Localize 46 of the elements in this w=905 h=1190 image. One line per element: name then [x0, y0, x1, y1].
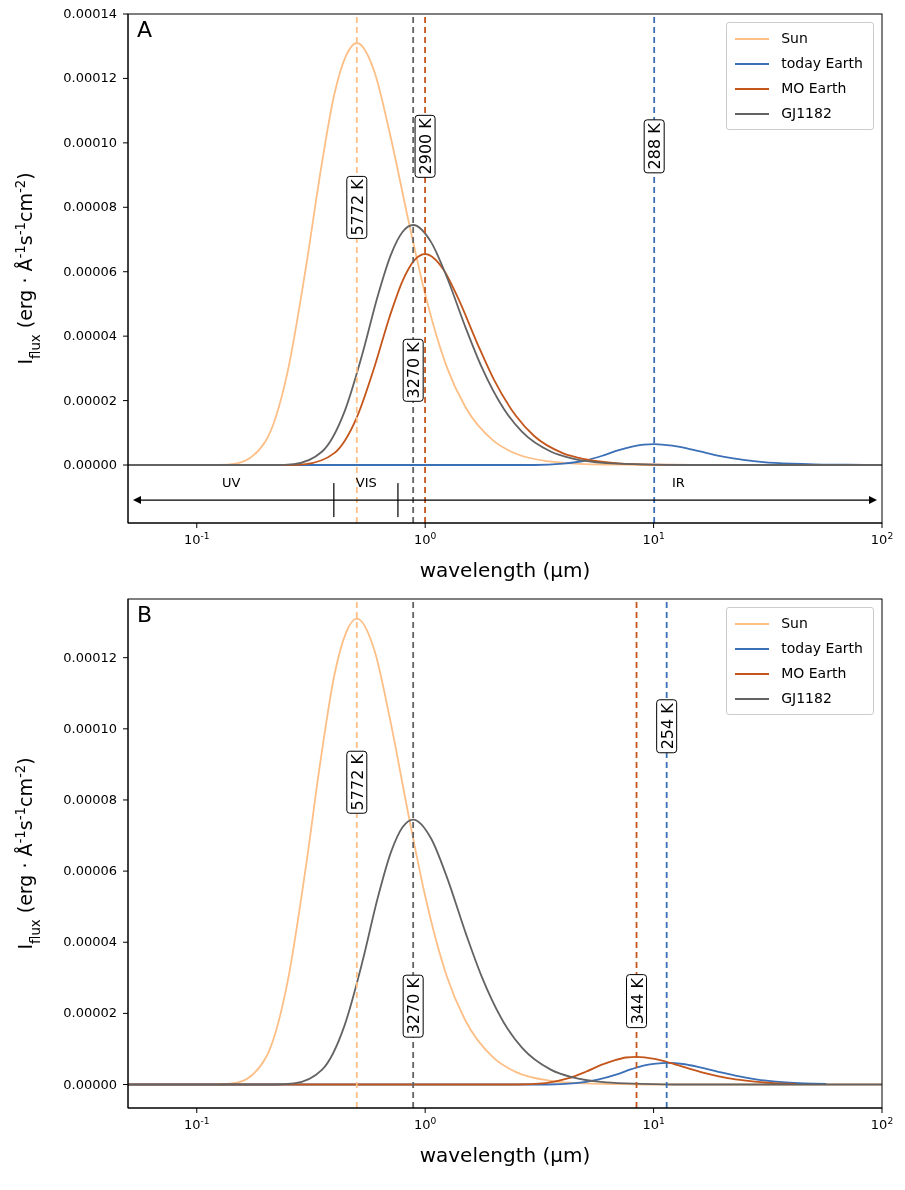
y-tick-label: 0.00014	[63, 6, 117, 21]
y-tick-label: 0.00004	[63, 934, 117, 950]
legend-label: MO Earth	[781, 664, 847, 683]
x-tick-label: 10$^{-1}$	[183, 531, 210, 547]
y-tick-label: 0.00006	[63, 863, 117, 879]
x-axis-title: wavelength (μm)	[419, 1143, 591, 1167]
x-tick-label: 10$^{2}$	[870, 1116, 894, 1132]
x-tick-label: 10$^{0}$	[414, 1116, 437, 1132]
y-tick-label: 0.00010	[63, 134, 117, 150]
x-tick-label: 10$^{-1}$	[183, 1116, 210, 1132]
x-tick-label: 10$^{1}$	[642, 1116, 665, 1132]
legend-label: today Earth	[781, 639, 863, 658]
y-tick-label: 0.00008	[63, 791, 117, 807]
legend-label: GJ1182	[781, 689, 832, 708]
y-tick-label: 0.00000	[63, 457, 117, 473]
legend-label: GJ1182	[781, 104, 832, 123]
annotation: A	[137, 16, 153, 42]
annotation: UV	[222, 475, 241, 491]
y-tick-label: 0.00004	[63, 328, 117, 344]
legend-label: Sun	[781, 614, 808, 633]
x-axis-title: wavelength (μm)	[419, 558, 591, 582]
legend-label: Sun	[781, 29, 808, 48]
y-tick-label: 0.00012	[63, 70, 117, 86]
legend-label: MO Earth	[781, 79, 847, 98]
ref-line-label: 3270 K	[404, 341, 424, 399]
annotation: VIS	[355, 475, 377, 491]
x-tick-label: 10$^{1}$	[642, 531, 665, 547]
y-tick-label: 0.00008	[63, 199, 117, 215]
y-tick-label: 0.00012	[63, 649, 117, 665]
annotation: B	[137, 601, 153, 627]
ref-line-label: 3270 K	[404, 977, 424, 1035]
x-tick-label: 10$^{0}$	[414, 531, 437, 547]
y-tick-label: 0.00000	[63, 1076, 117, 1092]
y-tick-label: 0.00006	[63, 263, 117, 279]
legend-label: today Earth	[781, 54, 863, 73]
ref-line-label: 288 K	[645, 122, 665, 170]
annotation: IR	[671, 475, 685, 491]
ref-line-label: 344 K	[627, 977, 647, 1025]
x-tick-label: 10$^{2}$	[870, 531, 894, 547]
ref-line-label: 5772 K	[347, 178, 367, 236]
y-tick-label: 0.00010	[63, 720, 117, 736]
y-tick-label: 0.00002	[63, 1005, 117, 1021]
ref-line-label: 2900 K	[416, 117, 436, 175]
ref-line-label: 5772 K	[347, 753, 367, 811]
ref-line-label: 254 K	[657, 702, 677, 750]
y-tick-label: 0.00002	[63, 392, 117, 408]
